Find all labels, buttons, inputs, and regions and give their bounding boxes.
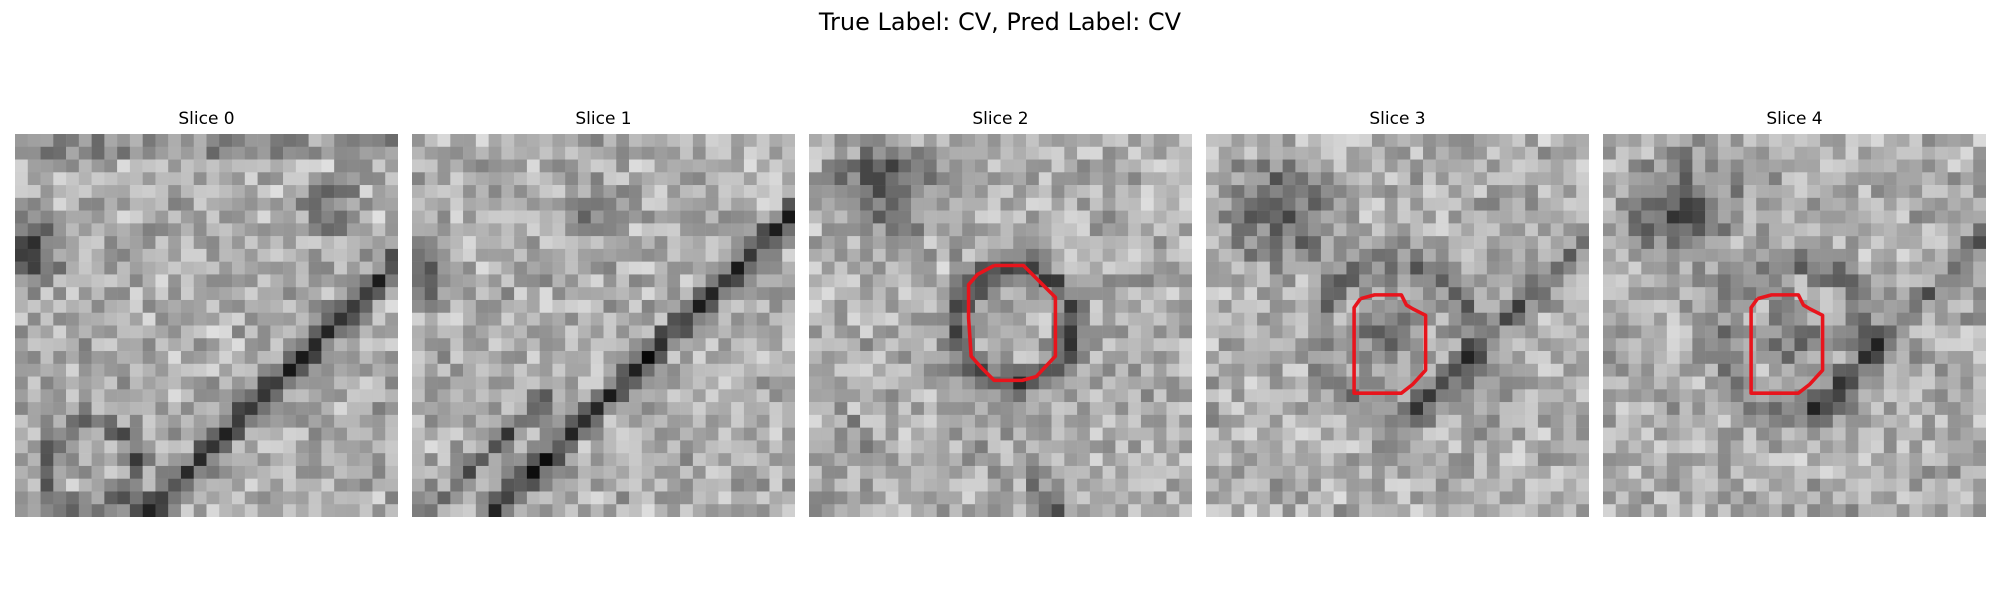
slice-title: Slice 2 [972, 109, 1029, 129]
slice-panel-3: Slice 3 [1206, 108, 1589, 518]
slice-image [412, 134, 795, 517]
pixel-grid [1206, 134, 1589, 517]
slice-panel-0: Slice 0 [15, 108, 398, 518]
slice-title: Slice 0 [178, 109, 235, 129]
lesion-contour [1749, 293, 1825, 395]
slice-panel-4: Slice 4 [1603, 108, 1986, 518]
slice-title: Slice 4 [1766, 109, 1823, 129]
slice-image [809, 134, 1192, 517]
slice-panel-2: Slice 2 [809, 108, 1192, 518]
lesion-contour [1352, 293, 1428, 395]
figure-suptitle: True Label: CV, Pred Label: CV [818, 8, 1182, 36]
pixel-grid [1603, 134, 1986, 517]
pixel-grid [412, 134, 795, 517]
pixel-grid [15, 134, 398, 517]
slice-image [15, 134, 398, 517]
slice-image [1603, 134, 1986, 517]
slice-title: Slice 1 [575, 109, 632, 129]
slice-panel-1: Slice 1 [412, 108, 795, 518]
slice-title: Slice 3 [1369, 109, 1426, 129]
pixel-grid [809, 134, 1192, 517]
slice-image [1206, 134, 1589, 517]
lesion-contour [966, 263, 1058, 383]
